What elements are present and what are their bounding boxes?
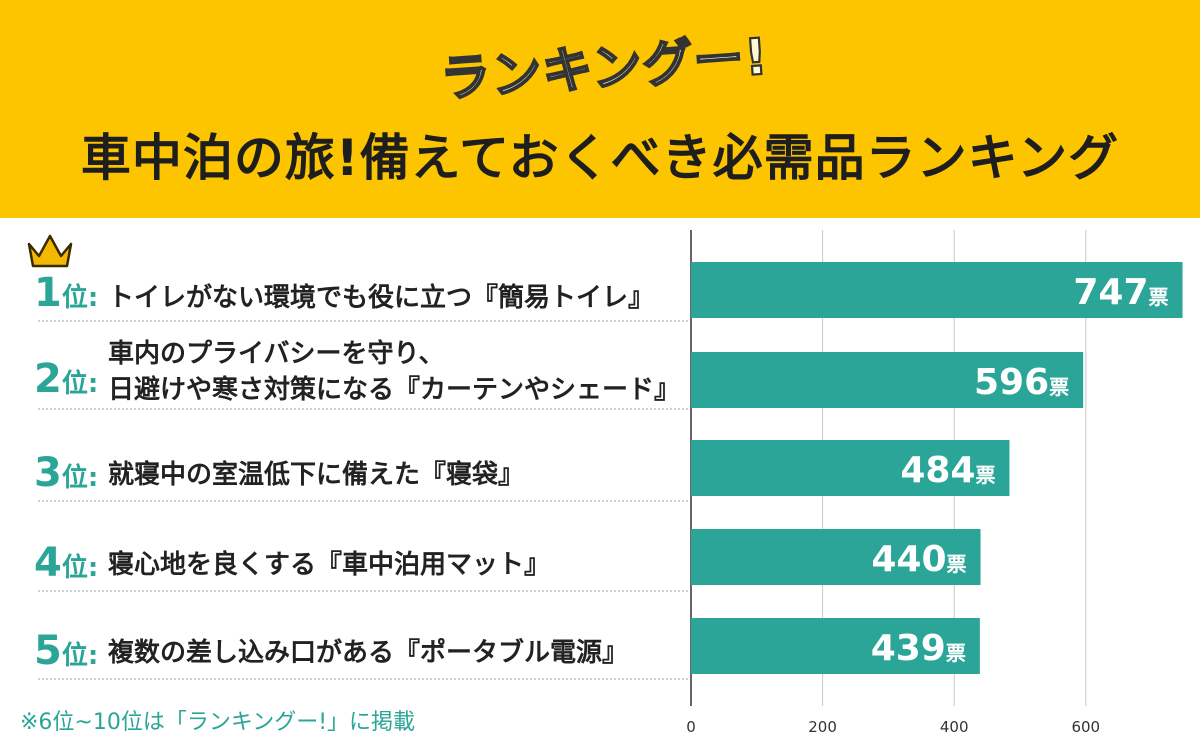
row-divider [38,678,688,680]
rank-suffix: 位: [61,369,99,399]
bar [691,529,981,585]
bar [691,618,980,674]
bar-value-label: 440票 [871,539,966,580]
rank-label: 4位: [34,540,98,586]
x-tick-label: 600 [1071,718,1100,736]
item-label: 車内のプライバシーを守り、 日避けや寒さ対策になる『カーテンやシェード』 [108,339,681,405]
bar-value-label: 596票 [974,362,1069,403]
rank-suffix: 位: [61,283,99,313]
crown-icon [27,234,73,268]
rank-number: 1 [34,270,62,316]
rank-label: 1位: [34,270,98,316]
footnote: ※6位~10位は「ランキングー!」に掲載 [20,710,416,735]
item-label: 就寝中の室温低下に備えた『寝袋』 [108,460,525,490]
row-divider [38,320,688,322]
item-label: 複数の差し込み口がある『ポータブル電源』 [108,638,629,668]
rank-number: 5 [34,628,62,674]
rank-label: 5位: [34,628,98,674]
bar-value-label: 747票 [1073,272,1168,313]
bar [691,440,1010,496]
x-tick-label: 0 [686,718,696,736]
rank-label: 3位: [34,450,98,496]
rank-number: 3 [34,450,62,496]
rank-suffix: 位: [61,641,99,671]
item-label: 寝心地を良くする『車中泊用マット』 [108,550,551,580]
rank-number: 4 [34,540,62,586]
row-divider [38,590,688,592]
header-banner: ランキングー! 車中泊の旅!備えておくべき必需品ランキング [0,0,1200,218]
row-divider [38,500,688,502]
page-title: 車中泊の旅!備えておくべき必需品ランキング [80,129,1120,187]
bar-value-label: 439票 [871,628,966,669]
row-divider [38,408,688,410]
x-tick-label: 400 [940,718,969,736]
bar [691,262,1183,318]
rank-suffix: 位: [61,463,99,493]
bar-value-label: 484票 [900,450,995,491]
rank-label: 2位: [34,356,98,402]
item-label: トイレがない環境でも役に立つ『簡易トイレ』 [108,283,655,313]
x-tick-label: 200 [808,718,837,736]
rank-suffix: 位: [61,553,99,583]
rank-number: 2 [34,356,62,402]
bar [691,352,1084,408]
